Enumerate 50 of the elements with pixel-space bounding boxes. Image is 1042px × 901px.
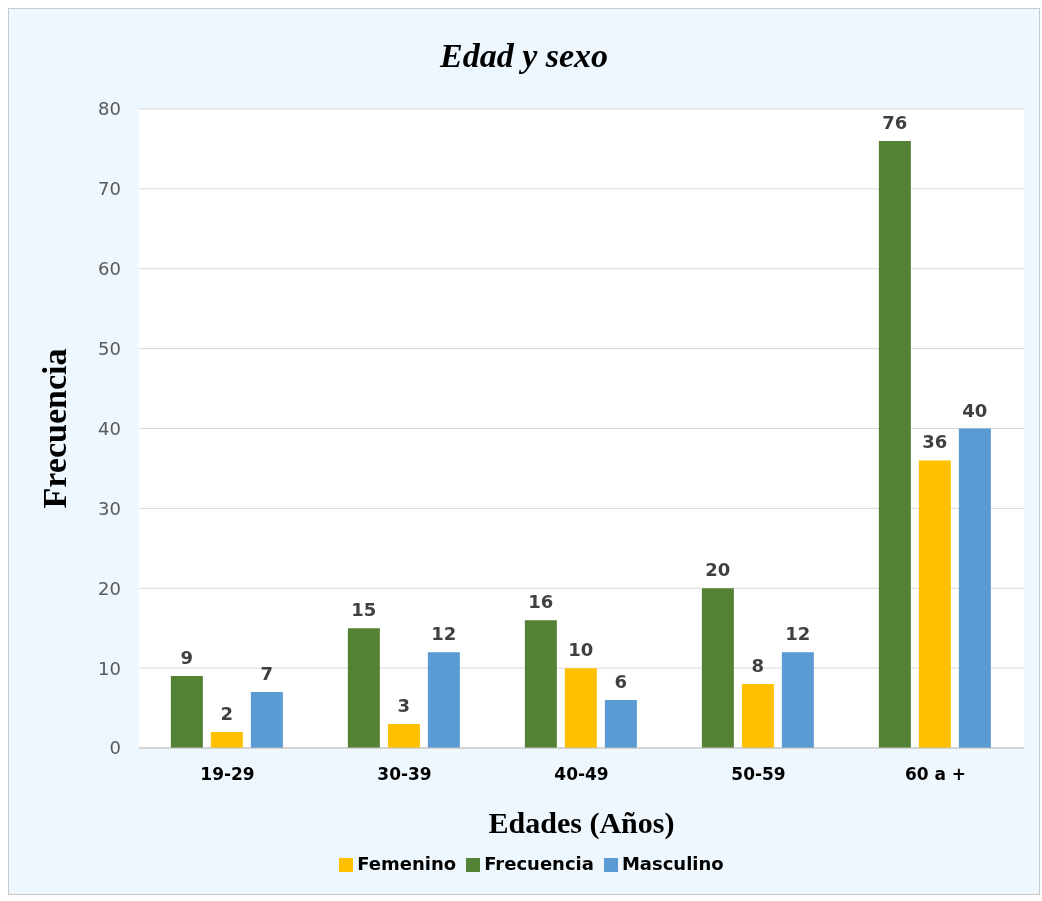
y-tick-label: 0 [109, 737, 121, 759]
y-tick-label: 70 [98, 178, 121, 200]
legend-label: Masculino [621, 853, 724, 874]
data-label: 12 [431, 623, 457, 645]
x-tick-label: 30-39 [377, 764, 432, 785]
y-tick-label: 30 [98, 497, 121, 519]
bar [741, 684, 774, 748]
y-tick-label: 40 [98, 417, 121, 439]
data-label: 6 [614, 671, 628, 693]
x-tick-label: 19-29 [200, 764, 255, 785]
y-axis-title: Frecuencia [36, 348, 74, 509]
data-label: 12 [785, 623, 811, 645]
bar [524, 620, 557, 748]
data-label: 3 [397, 695, 411, 717]
bar [387, 724, 420, 748]
data-label: 10 [568, 639, 594, 661]
data-label: 16 [528, 591, 554, 613]
data-label: 15 [351, 599, 377, 621]
y-tick-label: 10 [98, 657, 121, 679]
data-label: 20 [705, 559, 731, 581]
legend-label: Femenino [357, 853, 457, 874]
bar [427, 652, 460, 748]
bar [564, 668, 597, 748]
data-label: 40 [962, 399, 988, 421]
y-tick-label: 50 [98, 338, 121, 360]
bar [347, 628, 380, 748]
x-axis-title: Edades (Años) [488, 806, 675, 840]
y-tick-label: 60 [98, 258, 121, 280]
y-tick-label: 20 [98, 577, 121, 599]
data-label: 9 [180, 647, 194, 669]
bar [701, 588, 734, 748]
data-label: 7 [260, 663, 274, 685]
bar [878, 140, 911, 748]
bar [604, 700, 637, 748]
legend-label: Frecuencia [484, 853, 594, 874]
bar [958, 428, 991, 748]
data-label: 2 [220, 703, 234, 725]
bar [210, 732, 243, 748]
data-label: 36 [922, 431, 948, 453]
x-tick-label: 50-59 [731, 764, 786, 785]
bar [781, 652, 814, 748]
bar [918, 460, 951, 748]
y-tick-label: 80 [98, 98, 121, 120]
data-label: 76 [882, 111, 908, 133]
data-label: 8 [751, 655, 765, 677]
bar [170, 676, 203, 748]
chart-title: Edad y sexo [438, 37, 610, 75]
x-tick-label: 40-49 [554, 764, 609, 785]
x-tick-label: 60 a + [904, 764, 967, 785]
bar [250, 692, 283, 748]
